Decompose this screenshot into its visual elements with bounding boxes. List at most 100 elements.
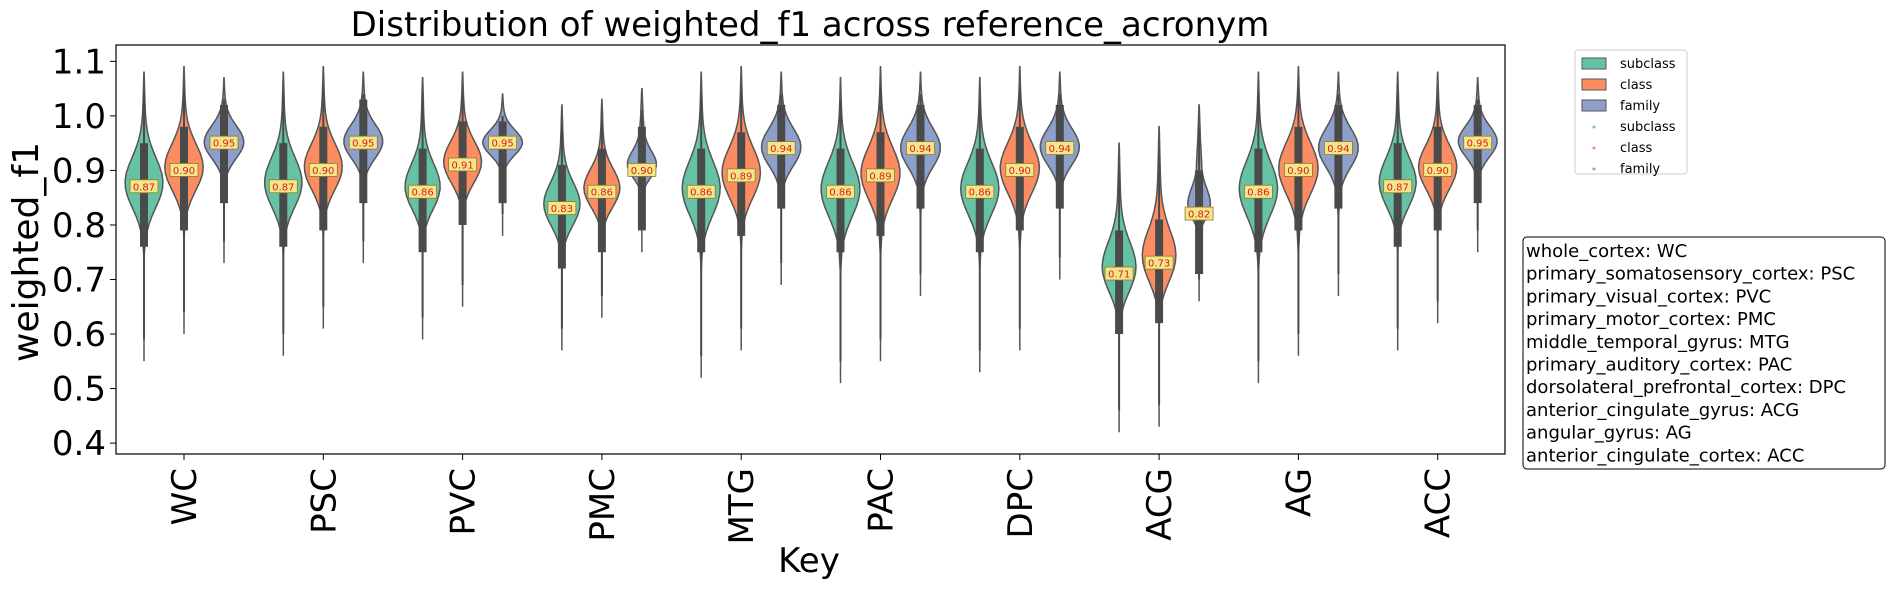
iqr-box-subclass-MTG xyxy=(697,148,706,253)
median-label-box-class-DPC xyxy=(1005,163,1035,177)
median-label-box-family-PAC xyxy=(906,141,935,156)
median-label-class-PAC: 0.89 xyxy=(869,171,891,182)
x-tick-label: PVC xyxy=(444,468,484,536)
legend-label: subclass xyxy=(1620,57,1676,72)
median-label-class-AG: 0.90 xyxy=(1287,166,1309,177)
key-box: whole_cortex: WCprimary_somatosensory_co… xyxy=(1522,236,1886,470)
x-tick-label: WC xyxy=(165,468,205,525)
legend-label: class xyxy=(1620,141,1652,156)
median-label-subclass-MTG: 0.86 xyxy=(690,188,712,199)
iqr-box-subclass-PMC xyxy=(557,164,566,269)
median-label-box-subclass-MTG xyxy=(686,184,716,199)
median-label-family-PVC: 0.95 xyxy=(491,139,513,150)
iqr-box-family-AG xyxy=(1334,104,1343,209)
iqr-box-family-PAC xyxy=(916,104,925,209)
median-label-subclass-ACG: 0.71 xyxy=(1108,270,1130,281)
median-label-family-DPC: 0.94 xyxy=(1049,144,1071,155)
iqr-box-class-PAC xyxy=(876,132,885,236)
median-label-box-class-PVC xyxy=(448,157,478,172)
y-tick-label: 0.6 xyxy=(52,315,106,355)
x-tick-label: AG xyxy=(1279,468,1319,517)
median-label-subclass-AG: 0.86 xyxy=(1247,188,1269,199)
median-label-box-subclass-DPC xyxy=(965,184,995,199)
median-label-box-class-MTG xyxy=(726,168,756,183)
iqr-box-subclass-PAC xyxy=(836,148,845,253)
median-label-class-WC: 0.90 xyxy=(173,166,195,177)
y-tick-label: 0.9 xyxy=(52,151,106,191)
median-label-box-subclass-ACC xyxy=(1383,179,1413,194)
key-box-line: primary_somatosensory_cortex: PSC xyxy=(1526,264,1855,285)
key-box-line: anterior_cingulate_gyrus: ACG xyxy=(1526,400,1799,421)
legend-swatch-family xyxy=(1581,99,1607,112)
median-label-class-MTG: 0.89 xyxy=(730,171,752,182)
median-label-class-PSC: 0.90 xyxy=(312,166,334,177)
legend-marker-family xyxy=(1592,167,1596,171)
median-label-box-family-PVC xyxy=(488,135,518,150)
median-label-box-subclass-AG xyxy=(1244,184,1273,199)
median-label-subclass-PMC: 0.83 xyxy=(551,204,573,215)
median-label-family-ACC: 0.95 xyxy=(1467,139,1489,150)
y-tick-label: 1.0 xyxy=(52,97,106,137)
legend: subclass class family subclass class family xyxy=(1574,49,1688,177)
median-label-box-class-PSC xyxy=(308,163,338,177)
median-label-family-PAC: 0.94 xyxy=(909,144,931,155)
chart-title: Distribution of weighted_f1 across refer… xyxy=(351,5,1270,45)
median-label-box-family-DPC xyxy=(1045,141,1075,156)
key-box-line: angular_gyrus: AG xyxy=(1526,423,1692,444)
median-label-subclass-ACC: 0.87 xyxy=(1387,182,1409,193)
iqr-box-subclass-PVC xyxy=(418,148,427,253)
x-tick-label: ACC xyxy=(1419,468,1459,538)
iqr-box-class-PSC xyxy=(319,126,328,231)
median-label-box-class-PMC xyxy=(587,184,617,199)
legend-swatch-subclass xyxy=(1581,57,1607,70)
median-label-class-DPC: 0.90 xyxy=(1009,166,1031,177)
iqr-box-subclass-ACC xyxy=(1393,143,1402,247)
iqr-box-class-MTG xyxy=(737,132,746,236)
plot-frame xyxy=(115,44,1506,455)
median-label-subclass-WC: 0.87 xyxy=(133,182,155,193)
median-label-box-class-PAC xyxy=(866,168,895,183)
iqr-box-subclass-WC xyxy=(140,143,148,247)
iqr-box-class-AG xyxy=(1294,126,1303,231)
x-axis-label: Key xyxy=(778,541,840,581)
median-label-box-family-PMC xyxy=(627,163,657,177)
iqr-box-class-DPC xyxy=(1015,126,1024,231)
median-label-box-family-ACG xyxy=(1184,206,1214,221)
median-label-family-ACG: 0.82 xyxy=(1188,210,1210,221)
median-label-class-PMC: 0.86 xyxy=(591,188,613,199)
median-label-box-subclass-PSC xyxy=(268,179,298,194)
y-tick-layer: 0.4 0.5 0.6 0.7 0.8 0.9 1.0 1.1 xyxy=(52,42,116,464)
iqr-box-subclass-PSC xyxy=(279,143,288,247)
key-box-line: primary_auditory_cortex: PAC xyxy=(1526,355,1792,376)
median-label-family-PSC: 0.95 xyxy=(352,139,374,150)
median-label-class-PVC: 0.91 xyxy=(451,160,473,171)
median-label-subclass-PAC: 0.86 xyxy=(829,188,851,199)
x-tick-label: PSC xyxy=(304,468,344,534)
iqr-box-family-WC xyxy=(220,104,228,204)
key-box-frame xyxy=(1522,236,1886,470)
x-tick-label: MTG xyxy=(722,468,762,544)
y-tick-label: 0.8 xyxy=(52,206,106,246)
median-label-box-subclass-PAC xyxy=(826,184,855,199)
y-tick-label: 0.5 xyxy=(52,370,106,410)
violin-layer xyxy=(124,66,1498,433)
legend-label: class xyxy=(1620,78,1652,93)
median-label-box-family-WC xyxy=(209,135,239,150)
y-tick-label: 1.1 xyxy=(52,42,106,82)
iqr-box-family-PSC xyxy=(359,99,368,204)
x-tick-layer: WC PSC PVC PMC MTG PAC DPC ACG AG ACC xyxy=(165,454,1459,544)
median-label-family-WC: 0.95 xyxy=(213,139,235,150)
median-label-box-subclass-PVC xyxy=(408,184,438,199)
median-label-layer: 0.87 0.87 0.86 0.83 0.86 0.86 0.86 0.71 0.86 0.87… xyxy=(129,135,1493,281)
legend-label: family xyxy=(1620,99,1660,114)
key-box-line: whole_cortex: WC xyxy=(1526,241,1687,262)
median-label-box-family-AG xyxy=(1324,141,1353,156)
median-label-box-family-MTG xyxy=(766,141,796,156)
legend-marker-class xyxy=(1592,146,1596,150)
key-box-line: dorsolateral_prefrontal_cortex: DPC xyxy=(1526,377,1846,398)
iqr-box-family-DPC xyxy=(1055,104,1064,209)
x-tick-label: PMC xyxy=(583,468,623,542)
median-label-family-MTG: 0.94 xyxy=(770,144,792,155)
median-label-family-AG: 0.94 xyxy=(1327,144,1349,155)
